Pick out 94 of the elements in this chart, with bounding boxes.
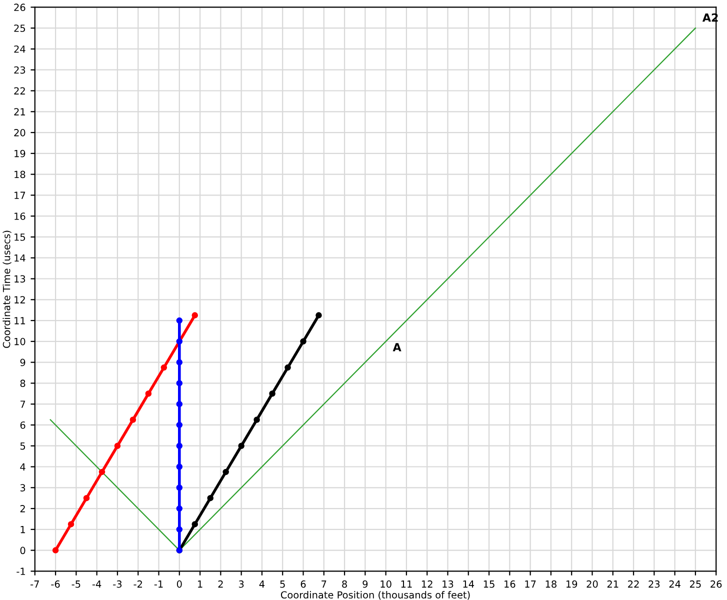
- x-tick-label: 5: [280, 580, 285, 588]
- x-tick-label: 6: [300, 580, 306, 588]
- point: [83, 494, 90, 502]
- y-tick-label: 16: [14, 212, 26, 220]
- y-tick-label: 2: [20, 505, 25, 512]
- x-tick-label: -6: [51, 580, 60, 588]
- point: [176, 359, 183, 366]
- point: [192, 521, 198, 528]
- point: [176, 526, 183, 533]
- x-tick-label: 23: [648, 580, 660, 588]
- x-tick-label: 4: [259, 580, 265, 588]
- point: [207, 494, 214, 502]
- x-tick-label: 26: [710, 580, 722, 588]
- y-tick-label: 19: [14, 150, 26, 158]
- x-tick-label: 19: [566, 580, 578, 588]
- y-tick-label: 18: [14, 170, 26, 178]
- y-tick-label: 24: [14, 45, 26, 53]
- y-tick-label: -1: [16, 568, 25, 575]
- x-tick-label: -1: [154, 580, 163, 588]
- x-axis-title: Coordinate Position (thousands of feet): [280, 591, 470, 600]
- point: [176, 400, 183, 408]
- y-tick-label: 12: [14, 296, 25, 304]
- point: [176, 338, 183, 345]
- x-tick-label: 16: [504, 580, 516, 588]
- point: [222, 468, 229, 476]
- x-tick-label: 22: [628, 580, 639, 588]
- y-tick-label: 13: [14, 275, 26, 283]
- y-tick-label: 8: [20, 380, 26, 388]
- y-tick-label: 26: [14, 4, 26, 12]
- x-tick-label: 25: [690, 580, 701, 588]
- point: [176, 484, 183, 491]
- point: [269, 390, 276, 397]
- x-tick-label: 20: [586, 580, 598, 588]
- x-tick-label: 8: [342, 580, 347, 588]
- x-tick-label: 1: [198, 580, 202, 588]
- x-tick-label: 14: [463, 580, 474, 588]
- x-tick-label: -7: [30, 580, 39, 588]
- y-tick-label: 9: [20, 358, 26, 366]
- y-tick-label: 17: [14, 192, 26, 199]
- point: [176, 380, 183, 386]
- point: [284, 364, 291, 371]
- point: [176, 317, 183, 324]
- point: [98, 468, 106, 476]
- x-tick-label: 2: [218, 580, 223, 588]
- x-tick-label: -2: [134, 580, 142, 588]
- y-tick-label: 15: [14, 234, 26, 241]
- x-tick-label: 7: [322, 580, 326, 588]
- y-tick-label: 21: [14, 108, 25, 116]
- point: [176, 442, 183, 449]
- y-tick-label: 7: [20, 400, 26, 408]
- point: [52, 547, 59, 554]
- x-tick-label: 15: [484, 580, 494, 588]
- x-tick-label: 21: [607, 580, 618, 588]
- y-tick-label: 25: [14, 24, 26, 32]
- point: [145, 390, 152, 397]
- x-tick-label: -5: [72, 580, 80, 588]
- y-tick-label: 23: [14, 66, 26, 74]
- point: [68, 521, 74, 528]
- point: [238, 442, 244, 449]
- y-axis-title: Coordinate Time (usecs): [2, 230, 12, 348]
- y-tick-label: 3: [20, 484, 26, 492]
- y-tick-label: 6: [20, 421, 26, 429]
- point: [176, 422, 183, 428]
- x-tick-label: -4: [92, 580, 102, 588]
- x-tick-label: -3: [113, 580, 122, 588]
- y-tick-label: 4: [20, 463, 26, 470]
- point: [316, 312, 322, 318]
- point: [254, 416, 260, 423]
- point: [114, 442, 121, 449]
- y-tick-label: 5: [20, 442, 26, 450]
- y-tick-label: 22: [14, 87, 25, 94]
- annotation: A: [392, 343, 402, 352]
- x-tick-label: 12: [422, 580, 432, 588]
- point: [176, 505, 183, 512]
- x-tick-label: 13: [442, 580, 454, 588]
- point: [160, 364, 168, 371]
- x-tick-label: 0: [176, 580, 182, 588]
- x-tick-label: 17: [525, 580, 536, 588]
- x-tick-label: 18: [546, 580, 556, 588]
- y-tick-label: 20: [14, 129, 26, 136]
- y-tick-label: 14: [14, 254, 26, 262]
- y-tick-label: 11: [14, 317, 25, 324]
- y-tick-label: 1: [20, 526, 25, 534]
- point: [300, 338, 306, 345]
- x-tick-label: 11: [401, 580, 412, 588]
- point: [130, 416, 136, 423]
- y-tick-label: 10: [14, 338, 26, 346]
- x-tick-label: 9: [362, 580, 368, 588]
- x-tick-label: 24: [669, 580, 680, 588]
- x-tick-label: 3: [238, 580, 244, 588]
- x-tick-label: 10: [380, 580, 392, 588]
- point: [192, 312, 198, 318]
- point: [176, 464, 183, 470]
- y-tick-label: 0: [20, 546, 26, 554]
